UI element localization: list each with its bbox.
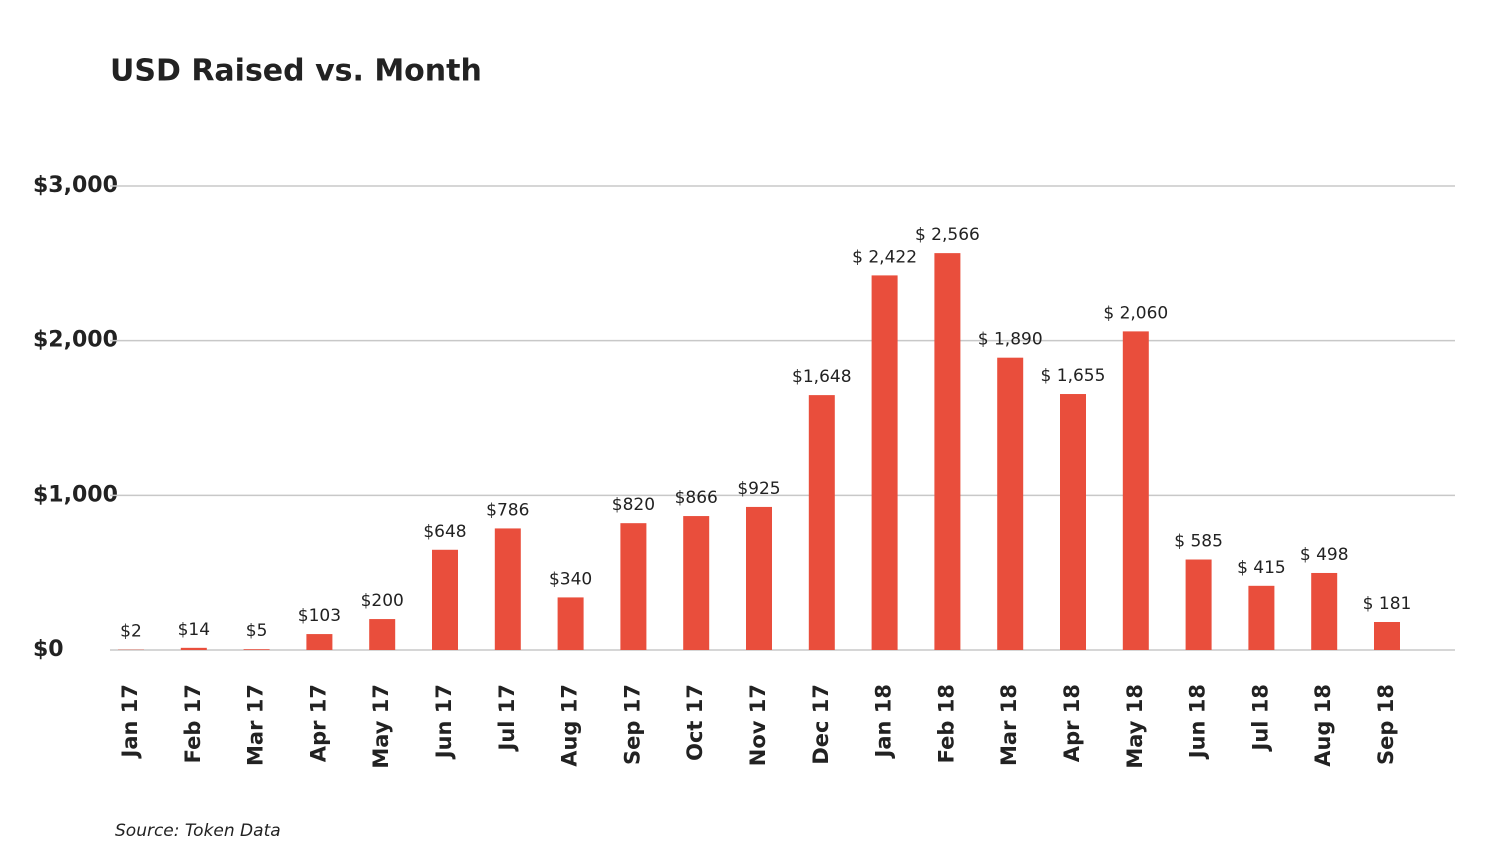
x-tick-label: Apr 18 (1060, 684, 1084, 762)
x-tick-label: Oct 17 (683, 684, 707, 761)
value-label: $200 (361, 591, 404, 611)
value-label: $ 585 (1174, 532, 1223, 552)
bar (1248, 585, 1275, 650)
bar (1311, 572, 1338, 650)
x-tick-label: Jan 18 (872, 684, 896, 759)
x-tick-label: Jun 17 (432, 684, 456, 760)
x-tick-label: Feb 18 (934, 684, 958, 763)
source-note: Source: Token Data (115, 821, 281, 841)
bar (494, 528, 521, 650)
value-label: $ 415 (1237, 558, 1286, 578)
value-label: $ 181 (1363, 594, 1412, 614)
y-tick-label: $3,000 (33, 173, 118, 198)
value-label: $ 2,566 (915, 225, 980, 245)
value-label: $ 2,422 (852, 247, 917, 267)
x-tick-label: May 17 (369, 684, 393, 769)
value-label: $5 (246, 621, 268, 641)
value-label: $14 (178, 620, 210, 640)
value-label: $ 2,060 (1103, 303, 1168, 323)
bar (746, 506, 772, 650)
x-tick-label: Jan 17 (118, 684, 142, 759)
value-label: $103 (298, 606, 341, 626)
y-tick-label: $0 (33, 637, 64, 662)
value-label: $340 (549, 569, 592, 589)
bar (871, 275, 898, 650)
bar (243, 649, 270, 650)
x-tick-label: May 18 (1123, 684, 1147, 769)
bar (432, 549, 458, 650)
bar (306, 634, 333, 650)
value-label: $925 (737, 479, 780, 499)
bar (180, 647, 207, 650)
bar (369, 619, 396, 650)
bar (934, 253, 961, 650)
x-tick-label: Dec 17 (809, 684, 833, 765)
value-label: $786 (486, 500, 529, 520)
x-tick-label: Sep 18 (1374, 684, 1398, 765)
x-tick-label: Nov 17 (746, 684, 770, 766)
value-label: $1,648 (792, 367, 851, 387)
x-tick-label: Apr 17 (306, 684, 330, 762)
value-label: $ 498 (1300, 545, 1349, 565)
bar (1060, 394, 1086, 650)
x-tick-label: Aug 17 (558, 684, 582, 767)
value-label: $866 (675, 488, 718, 508)
bar (1185, 559, 1212, 650)
chart-title: USD Raised vs. Month (110, 54, 482, 89)
bar (557, 597, 584, 650)
x-tick-label: Aug 18 (1311, 684, 1335, 767)
bar (620, 523, 647, 650)
bar (808, 395, 835, 650)
bar (1122, 331, 1149, 650)
value-label: $ 1,890 (978, 330, 1043, 350)
bar (1374, 622, 1400, 650)
x-tick-label: Mar 18 (997, 684, 1021, 766)
x-tick-label: Jul 17 (495, 684, 519, 753)
x-tick-label: Jul 18 (1248, 684, 1272, 753)
y-tick-label: $1,000 (33, 482, 118, 507)
y-tick-label: $2,000 (33, 328, 118, 353)
bar (683, 516, 710, 650)
x-tick-label: Jun 18 (1186, 684, 1210, 760)
x-tick-label: Sep 17 (620, 684, 644, 765)
value-label: $ 1,655 (1041, 366, 1106, 386)
x-tick-label: Feb 17 (181, 684, 205, 763)
value-label: $2 (120, 622, 142, 642)
x-tick-label: Mar 17 (244, 684, 268, 766)
value-label: $648 (423, 522, 466, 542)
value-label: $820 (612, 495, 655, 515)
bar (997, 357, 1024, 650)
